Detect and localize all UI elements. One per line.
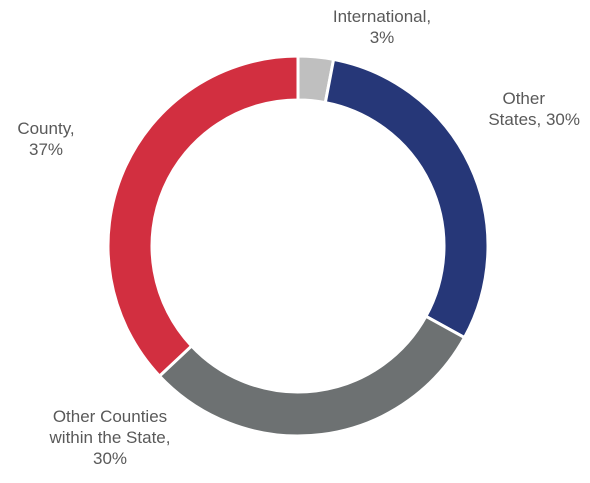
data-label-other-states-value: States, 30%	[488, 110, 580, 129]
data-label-international-name: International,	[332, 7, 432, 26]
data-label-other-counties-value: 30%	[92, 449, 128, 468]
data-label-other-states-name: Other	[502, 89, 545, 108]
slice-county	[106, 54, 300, 378]
data-label-international-value: 3%	[369, 28, 395, 47]
data-label-county-name: County,	[17, 119, 75, 138]
data-label-county-value: 37%	[28, 140, 64, 159]
data-label-county: County, 37%	[10, 118, 82, 160]
data-label-other-states: Other States, 30%	[450, 88, 580, 130]
data-label-other-counties-name-2: within the State,	[49, 428, 171, 447]
slice-other-counties-within-the-state	[157, 314, 466, 438]
data-label-international: International, 3%	[312, 6, 452, 48]
data-label-other-counties: Other Counties within the State, 30%	[20, 406, 200, 469]
data-label-other-counties-name: Other Counties	[52, 407, 168, 426]
